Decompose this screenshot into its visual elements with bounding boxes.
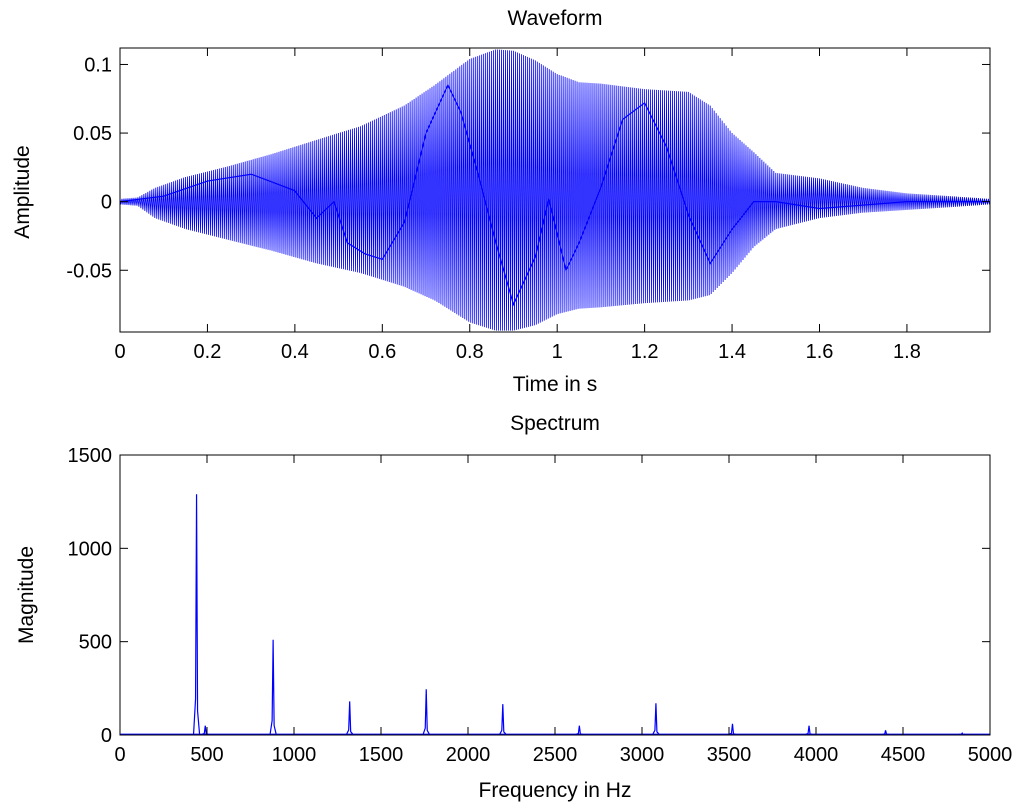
spectrum-peak: [882, 730, 889, 736]
waveform-xtick-label: 1.8: [893, 341, 921, 363]
spectrum-xtick-label: 2500: [533, 744, 578, 766]
waveform-y-ticks: -0.05 0 0.05 0.1: [66, 54, 990, 282]
spectrum-axes-box: [119, 454, 991, 736]
spectrum-peak: [729, 723, 736, 735]
spectrum-peak: [192, 494, 201, 735]
waveform-xtick-label: 0.2: [194, 341, 222, 363]
waveform-xtick-label: 0.8: [456, 341, 484, 363]
spectrum-title: Spectrum: [510, 412, 600, 435]
waveform-xtick-label: 0.6: [368, 341, 396, 363]
spectrum-xtick-label: 4500: [881, 744, 926, 766]
spectrum-peak: [346, 701, 354, 735]
spectrum-xtick-label: 1000: [272, 744, 317, 766]
waveform-ytick-label: 0.1: [84, 54, 112, 76]
spectrum-y-ticks: 0 500 1000 1500: [68, 445, 990, 747]
waveform-axes-box: [119, 47, 991, 333]
spectrum-xtick-label: 3000: [620, 744, 665, 766]
waveform-subplot: Waveform Amplitude Time in s 0 0.2 0.4 0.6 0…: [11, 7, 991, 396]
spectrum-xtick-label: 500: [190, 744, 223, 766]
waveform-plot-area: [119, 49, 990, 331]
spectrum-plot-area: [120, 494, 990, 736]
spectrum-ylabel: Magnitude: [15, 546, 38, 644]
waveform-baseline-trace: [119, 83, 990, 307]
waveform-xtick-label: 1.2: [631, 341, 659, 363]
spectrum-xtick-label: 4000: [794, 744, 839, 766]
waveform-xtick-label: 1: [552, 341, 563, 363]
waveform-xlabel: Time in s: [513, 373, 597, 396]
waveform-series-line: [119, 49, 990, 331]
waveform-title: Waveform: [508, 7, 603, 30]
spectrum-xtick-label: 1500: [359, 744, 404, 766]
waveform-xtick-label: 1.6: [806, 341, 834, 363]
waveform-xtick-label: 0: [114, 341, 125, 363]
spectrum-xtick-label: 0: [114, 744, 125, 766]
spectrum-xtick-label: 3500: [707, 744, 752, 766]
spectrum-xtick-label: 5000: [968, 744, 1013, 766]
waveform-xtick-label: 1.4: [718, 341, 746, 363]
spectrum-xtick-label: 2000: [446, 744, 491, 766]
waveform-x-ticks: 0 0.2 0.4 0.6 0.8 1 1.2 1.4 1.6 1.8: [114, 48, 921, 363]
waveform-ylabel: Amplitude: [11, 145, 34, 238]
spectrum-peak: [422, 689, 430, 735]
spectrum-xlabel: Frequency in Hz: [479, 779, 632, 802]
spectrum-peak: [805, 725, 813, 735]
spectrum-ytick-label: 1500: [68, 445, 113, 467]
waveform-xtick-label: 0.4: [281, 341, 309, 363]
spectrum-peak: [499, 704, 507, 735]
waveform-ytick-label: 0.05: [73, 123, 112, 145]
waveform-ytick-label: -0.05: [66, 260, 112, 282]
spectrum-peak: [269, 639, 277, 735]
spectrum-ytick-label: 500: [79, 632, 112, 654]
spectrum-ytick-label: 1000: [68, 538, 113, 560]
spectrum-ytick-label: 0: [101, 725, 112, 747]
spectrum-peak: [652, 703, 660, 735]
spectrum-peak: [576, 725, 583, 735]
spectrum-x-ticks: 0 500 1000 1500 2000 2500 3000 3500 4000 4500 5000: [114, 455, 1012, 766]
spectrum-subplot: Spectrum Magnitude Frequency in Hz 0 500 1…: [15, 412, 1012, 802]
waveform-ytick-label: 0: [101, 192, 112, 214]
